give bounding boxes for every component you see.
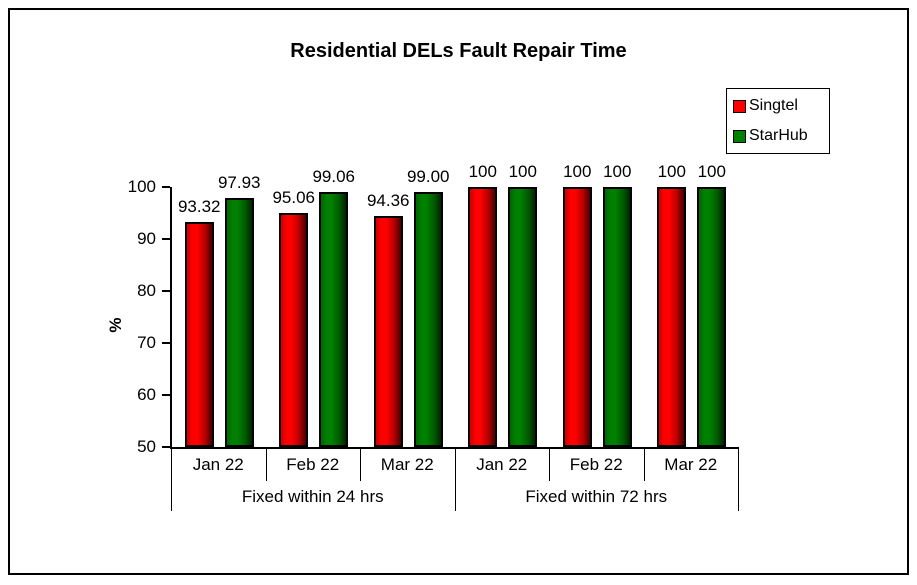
bar-value-label: 100 — [603, 162, 632, 181]
bar-starhub-3[interactable] — [508, 187, 538, 447]
category-axis: Jan 22 Feb 22 Mar 22 Jan 22 Feb 22 Mar 22 Fixe… — [171, 449, 739, 513]
category-label: Jan 22 — [192, 455, 244, 474]
y-tick-label: 80 — [137, 281, 156, 300]
bar-value-label: 100 — [697, 162, 726, 181]
y-tick-mark — [162, 394, 170, 396]
singtel-swatch-icon — [733, 99, 746, 113]
group-divider — [455, 449, 456, 511]
y-tick-label: 100 — [127, 177, 156, 196]
legend-label-singtel: Singtel — [749, 97, 798, 114]
legend-label-starhub: StarHub — [749, 127, 808, 144]
category-label: Mar 22 — [380, 455, 434, 474]
y-tick-label: 90 — [137, 229, 156, 248]
bar-value-label: 100 — [508, 162, 537, 181]
bar-value-label: 97.93 — [217, 173, 261, 192]
bar-value-label: 100 — [563, 162, 592, 181]
bar-singtel-4[interactable] — [562, 187, 592, 447]
chart-title: Residential DELs Fault Repair Time — [290, 40, 627, 62]
bar-starhub-5[interactable] — [697, 187, 727, 447]
category-label: Mar 22 — [664, 455, 718, 474]
category-divider — [549, 449, 550, 481]
bar-singtel-2[interactable] — [373, 216, 403, 447]
starhub-swatch-icon — [733, 129, 746, 143]
group-divider — [171, 449, 172, 511]
legend: Singtel StarHub — [726, 88, 830, 154]
bar-singtel-1[interactable] — [279, 213, 309, 447]
bar-starhub-4[interactable] — [602, 187, 632, 447]
y-tick-mark — [162, 186, 170, 188]
bar-value-label: 95.06 — [272, 188, 316, 207]
category-label: Jan 22 — [476, 455, 528, 474]
bar-singtel-0[interactable] — [184, 222, 214, 447]
group-label: Fixed within 24 hrs — [241, 487, 384, 506]
bar-value-label: 100 — [468, 162, 497, 181]
category-divider — [266, 449, 267, 481]
y-tick-mark — [162, 238, 170, 240]
legend-entry-singtel[interactable]: Singtel — [733, 97, 825, 115]
bar-value-label: 94.36 — [366, 191, 410, 210]
x-axis-line — [170, 447, 739, 449]
y-tick-mark — [162, 290, 170, 292]
bar-starhub-0[interactable] — [224, 198, 254, 447]
bar-starhub-1[interactable] — [319, 192, 349, 447]
bar-value-label: 99.06 — [312, 167, 356, 186]
legend-entry-starhub[interactable]: StarHub — [733, 127, 825, 145]
category-label: Feb 22 — [569, 455, 623, 474]
bar-singtel-5[interactable] — [657, 187, 687, 447]
y-tick-label: 60 — [137, 385, 156, 404]
y-tick-mark — [162, 446, 170, 448]
bar-value-label: 100 — [657, 162, 686, 181]
category-divider — [644, 449, 645, 481]
group-label: Fixed within 72 hrs — [525, 487, 668, 506]
plot-area: 93.32 97.93 95.06 99.06 94.36 99.00 100 100 100 1… — [172, 162, 739, 447]
bar-starhub-2[interactable] — [413, 192, 443, 447]
chart-frame: Residential DELs Fault Repair Time Singt… — [8, 8, 909, 575]
category-label: Feb 22 — [286, 455, 340, 474]
group-divider — [738, 449, 739, 511]
bar-singtel-3[interactable] — [468, 187, 498, 447]
bar-value-label: 93.32 — [177, 197, 221, 216]
y-axis-line — [170, 187, 172, 449]
y-tick-label: 50 — [137, 437, 156, 456]
category-divider — [360, 449, 361, 481]
y-tick-label: 70 — [137, 333, 156, 352]
y-tick-mark — [162, 342, 170, 344]
bar-value-label: 99.00 — [406, 167, 450, 186]
